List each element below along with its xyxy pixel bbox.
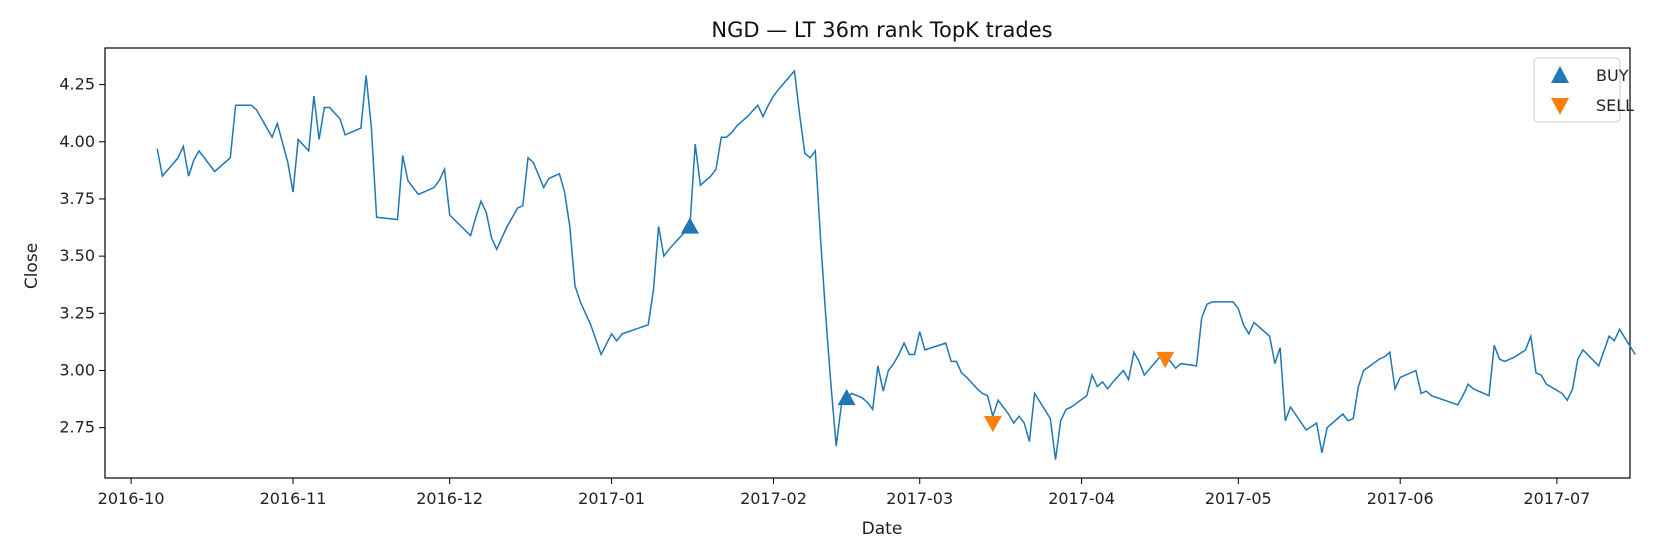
trade-markers [680, 217, 1175, 433]
x-axis-label: Date [862, 519, 903, 539]
x-tick-label: 2017-06 [1367, 489, 1434, 508]
y-tick-label: 3.00 [59, 361, 95, 380]
legend-sell-symbol [1551, 98, 1569, 115]
x-tick-label: 2016-12 [416, 489, 483, 508]
sell-marker [1156, 351, 1175, 369]
buy-marker [680, 217, 699, 234]
sell-marker [983, 415, 1002, 433]
x-tick-label: 2016-11 [260, 489, 327, 508]
x-tick-label: 2017-03 [886, 489, 953, 508]
y-tick-label: 3.75 [59, 189, 95, 208]
chart-title: NGD — LT 36m rank TopK trades [711, 18, 1052, 42]
x-axis: 2016-10 2016-11 2016-12 2017-01 2017-02 2017-… [98, 478, 1590, 508]
legend-buy-label: BUY [1596, 66, 1629, 85]
close-price-line [156, 69, 1636, 460]
y-axis: 2.75 3.00 3.25 3.50 3.75 4.00 4.25 [59, 75, 105, 437]
x-tick-label: 2017-04 [1048, 489, 1115, 508]
x-tick-label: 2017-05 [1205, 489, 1272, 508]
y-tick-label: 4.25 [59, 75, 95, 94]
y-axis-label: Close [22, 243, 42, 289]
legend: BUY SELL [1533, 57, 1634, 123]
y-tick-label: 3.25 [59, 303, 95, 322]
y-tick-label: 4.00 [59, 132, 95, 151]
x-tick-label: 2017-01 [578, 489, 645, 508]
x-tick-label: 2017-07 [1523, 489, 1590, 508]
buy-marker [837, 388, 856, 406]
plot-area [104, 47, 1631, 479]
y-tick-label: 3.50 [59, 246, 95, 265]
legend-sell-label: SELL [1596, 96, 1634, 115]
legend-buy-symbol [1551, 66, 1569, 83]
y-tick-label: 2.75 [59, 418, 95, 437]
x-tick-label: 2016-10 [98, 489, 165, 508]
x-tick-label: 2017-02 [740, 489, 807, 508]
